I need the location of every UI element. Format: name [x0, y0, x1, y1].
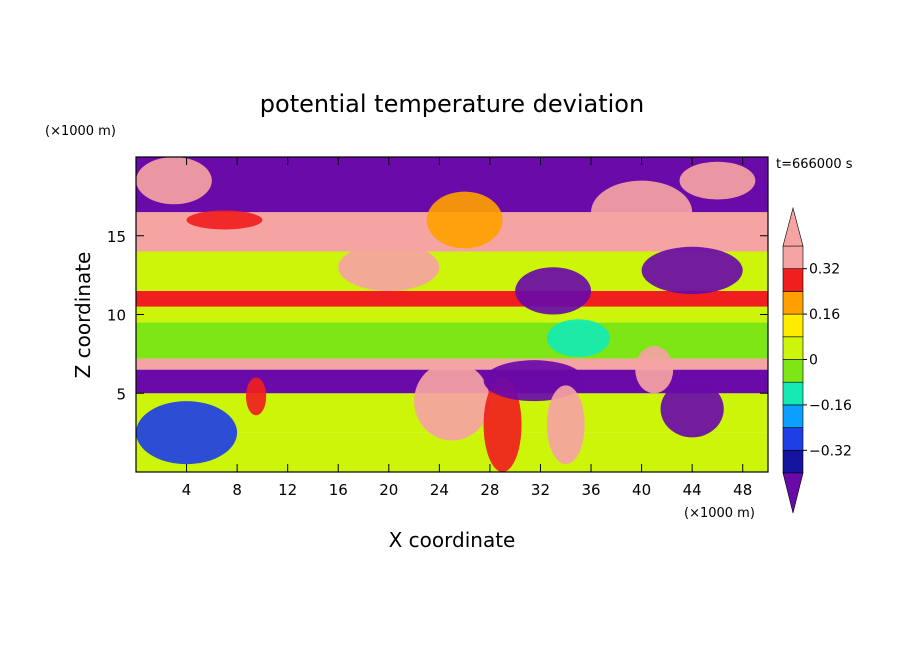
x-axis-label: X coordinate: [389, 528, 516, 552]
field-feature: [136, 157, 212, 205]
x-tick-label: 8: [232, 481, 242, 499]
colorbar-segment: [782, 268, 804, 292]
colorbar-segment: [782, 404, 804, 428]
colorbar-label: −0.32: [809, 443, 852, 459]
field-feature: [591, 180, 693, 244]
field-feature: [414, 361, 490, 441]
colorbar-label: −0.16: [809, 398, 852, 414]
x-tick-label: 36: [581, 481, 600, 499]
field-feature: [546, 385, 585, 465]
field-feature: [660, 380, 724, 438]
y-tick-label: 15: [107, 228, 126, 246]
y-unit-label: (×1000 m): [45, 124, 116, 139]
colorbar-over-arrow: [782, 206, 804, 247]
field-feature: [245, 377, 267, 416]
field-feature: [679, 161, 756, 200]
field-band: [136, 306, 768, 323]
x-tick-label: 20: [379, 481, 398, 499]
colorbar-segment: [782, 245, 804, 270]
colorbar-under-arrow: [782, 472, 804, 514]
field-feature: [641, 246, 743, 295]
x-tick-label: 40: [632, 481, 651, 499]
x-tick-label: 12: [278, 481, 297, 499]
y-axis-label: Z coordinate: [71, 252, 95, 379]
time-label: t=666000 s: [776, 157, 853, 172]
chart-title: potential temperature deviation: [260, 90, 644, 118]
colorbar-segment: [782, 336, 804, 360]
colorbar-segment: [782, 449, 804, 474]
x-tick-label: 4: [182, 481, 192, 499]
y-axis-ticks: 5 10 15: [107, 228, 768, 403]
y-tick-label: 10: [107, 307, 126, 325]
colorbar: 0.32 0.16 0 −0.16 −0.32: [782, 206, 852, 514]
x-tick-label: 16: [329, 481, 348, 499]
field-band: [136, 322, 768, 359]
field-feature: [635, 346, 674, 394]
x-axis-ticks: 4 8 12 16 20 24 28 32 36 40 44 48: [182, 157, 752, 499]
contour-field: [136, 157, 768, 472]
colorbar-segment: [782, 313, 804, 338]
colorbar-label: 0.16: [809, 307, 840, 323]
field-feature: [426, 191, 503, 249]
colorbar-segment: [782, 291, 804, 315]
field-band: [136, 290, 768, 307]
x-tick-label: 44: [683, 481, 702, 499]
colorbar-segment: [782, 427, 804, 451]
field-feature: [136, 401, 238, 465]
x-tick-label: 48: [733, 481, 752, 499]
field-feature: [515, 267, 592, 315]
field-feature: [338, 243, 440, 291]
y-tick-label: 5: [116, 385, 126, 403]
colorbar-label: 0: [809, 353, 818, 369]
x-tick-label: 32: [531, 481, 550, 499]
x-unit-label: (×1000 m): [684, 506, 755, 521]
field-feature: [546, 319, 611, 358]
field-feature: [483, 377, 522, 472]
x-tick-label: 28: [480, 481, 499, 499]
colorbar-segment: [782, 359, 804, 383]
field-feature: [186, 210, 263, 230]
colorbar-label: 0.32: [809, 262, 840, 278]
x-tick-label: 24: [430, 481, 449, 499]
colorbar-segment: [782, 381, 804, 406]
